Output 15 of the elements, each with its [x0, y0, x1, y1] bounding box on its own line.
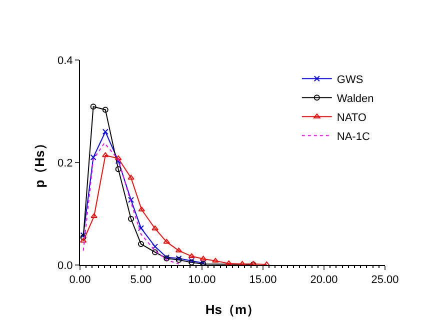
- x-tick-label: 5.00: [130, 274, 152, 286]
- x-tick-label: 10.00: [188, 274, 216, 286]
- legend-label: Walden: [336, 92, 374, 105]
- x-axis-title: Hs（m）: [205, 302, 260, 317]
- x-tick-label: 0.00: [69, 274, 91, 286]
- x-tick-label: 15.00: [249, 274, 277, 286]
- y-tick-label: 0.0: [58, 260, 73, 272]
- x-tick-label: 25.00: [371, 274, 399, 286]
- legend-label: NATO: [336, 112, 367, 124]
- legend-label: NA-1C: [336, 130, 370, 143]
- y-axis-title: p（Hs）: [32, 137, 47, 188]
- y-tick-label: 0.2: [58, 157, 73, 170]
- x-tick-label: 20.00: [310, 274, 338, 286]
- legend-label: GWS: [336, 74, 364, 86]
- y-tick-label: 0.4: [58, 54, 73, 67]
